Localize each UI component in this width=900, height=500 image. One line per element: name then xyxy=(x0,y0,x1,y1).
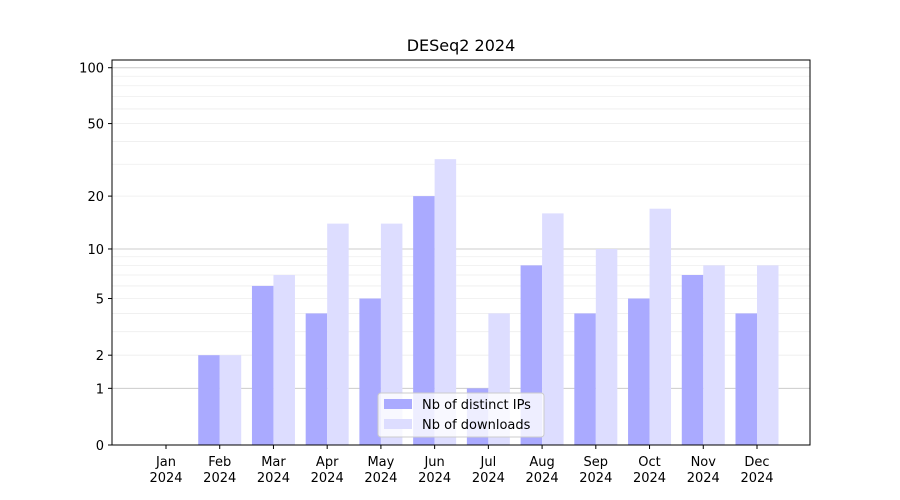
bar-distinct-ips xyxy=(413,196,435,445)
y-tick-label: 50 xyxy=(87,118,104,133)
y-axis: 0 1 2 5 10 20 50 100 xyxy=(79,62,112,454)
bar-distinct-ips xyxy=(574,313,596,445)
x-tick-label: Apr 2024 xyxy=(311,455,344,486)
y-tick-label: 2 xyxy=(96,349,104,364)
x-tick-label: Jun 2024 xyxy=(418,455,451,486)
y-tick-label: 0 xyxy=(96,439,104,454)
legend-box xyxy=(377,392,545,438)
bar-distinct-ips xyxy=(305,313,328,445)
bar-distinct-ips xyxy=(198,355,220,445)
x-axis: Jan 2024 Feb 2024 Mar 2024 Apr 2024 May 2024 Jun 20… xyxy=(149,445,774,486)
legend-swatch xyxy=(384,419,412,429)
bar-downloads xyxy=(380,223,403,445)
bar-distinct-ips xyxy=(251,285,274,445)
y-tick-label: 5 xyxy=(96,293,104,308)
plot-frame xyxy=(111,59,811,446)
x-tick-label: Oct 2024 xyxy=(633,455,666,486)
legend-swatch xyxy=(384,399,412,409)
legend-label: Nb of downloads xyxy=(422,418,531,433)
y-tick-label: 1 xyxy=(96,382,104,397)
x-tick-label: Jul 2024 xyxy=(472,455,505,486)
bar-downloads xyxy=(273,275,295,445)
legend-label: Nb of distinct IPs xyxy=(422,398,531,413)
bar-distinct-ips xyxy=(681,275,704,445)
x-tick-label: Nov 2024 xyxy=(687,455,720,486)
bar-downloads xyxy=(434,159,457,445)
y-tick-label: 20 xyxy=(87,190,104,205)
bar-downloads xyxy=(595,248,618,445)
bar-distinct-ips xyxy=(628,298,650,445)
x-tick-label: Dec 2024 xyxy=(740,455,773,486)
bar-downloads xyxy=(219,355,242,445)
x-tick-label: Aug 2024 xyxy=(526,455,559,486)
legend: Nb of distinct IPs Nb of downloads xyxy=(377,392,545,438)
bar-downloads xyxy=(703,265,725,445)
x-tick-label: Jan 2024 xyxy=(149,455,182,486)
bar-downloads xyxy=(542,213,564,445)
bar-downloads xyxy=(757,265,779,445)
bar-distinct-ips xyxy=(735,313,757,445)
x-tick-label: Mar 2024 xyxy=(257,455,290,486)
chart-title: DESeq2 2024 xyxy=(407,36,516,55)
x-tick-label: May 2024 xyxy=(364,455,397,486)
x-tick-label: Feb 2024 xyxy=(203,455,236,486)
y-tick-label: 10 xyxy=(87,243,104,258)
bar-distinct-ips xyxy=(359,298,381,445)
y-tick-label: 100 xyxy=(79,62,104,77)
bar-downloads xyxy=(649,208,672,445)
bar-downloads xyxy=(327,223,349,445)
x-tick-label: Sep 2024 xyxy=(579,455,612,486)
